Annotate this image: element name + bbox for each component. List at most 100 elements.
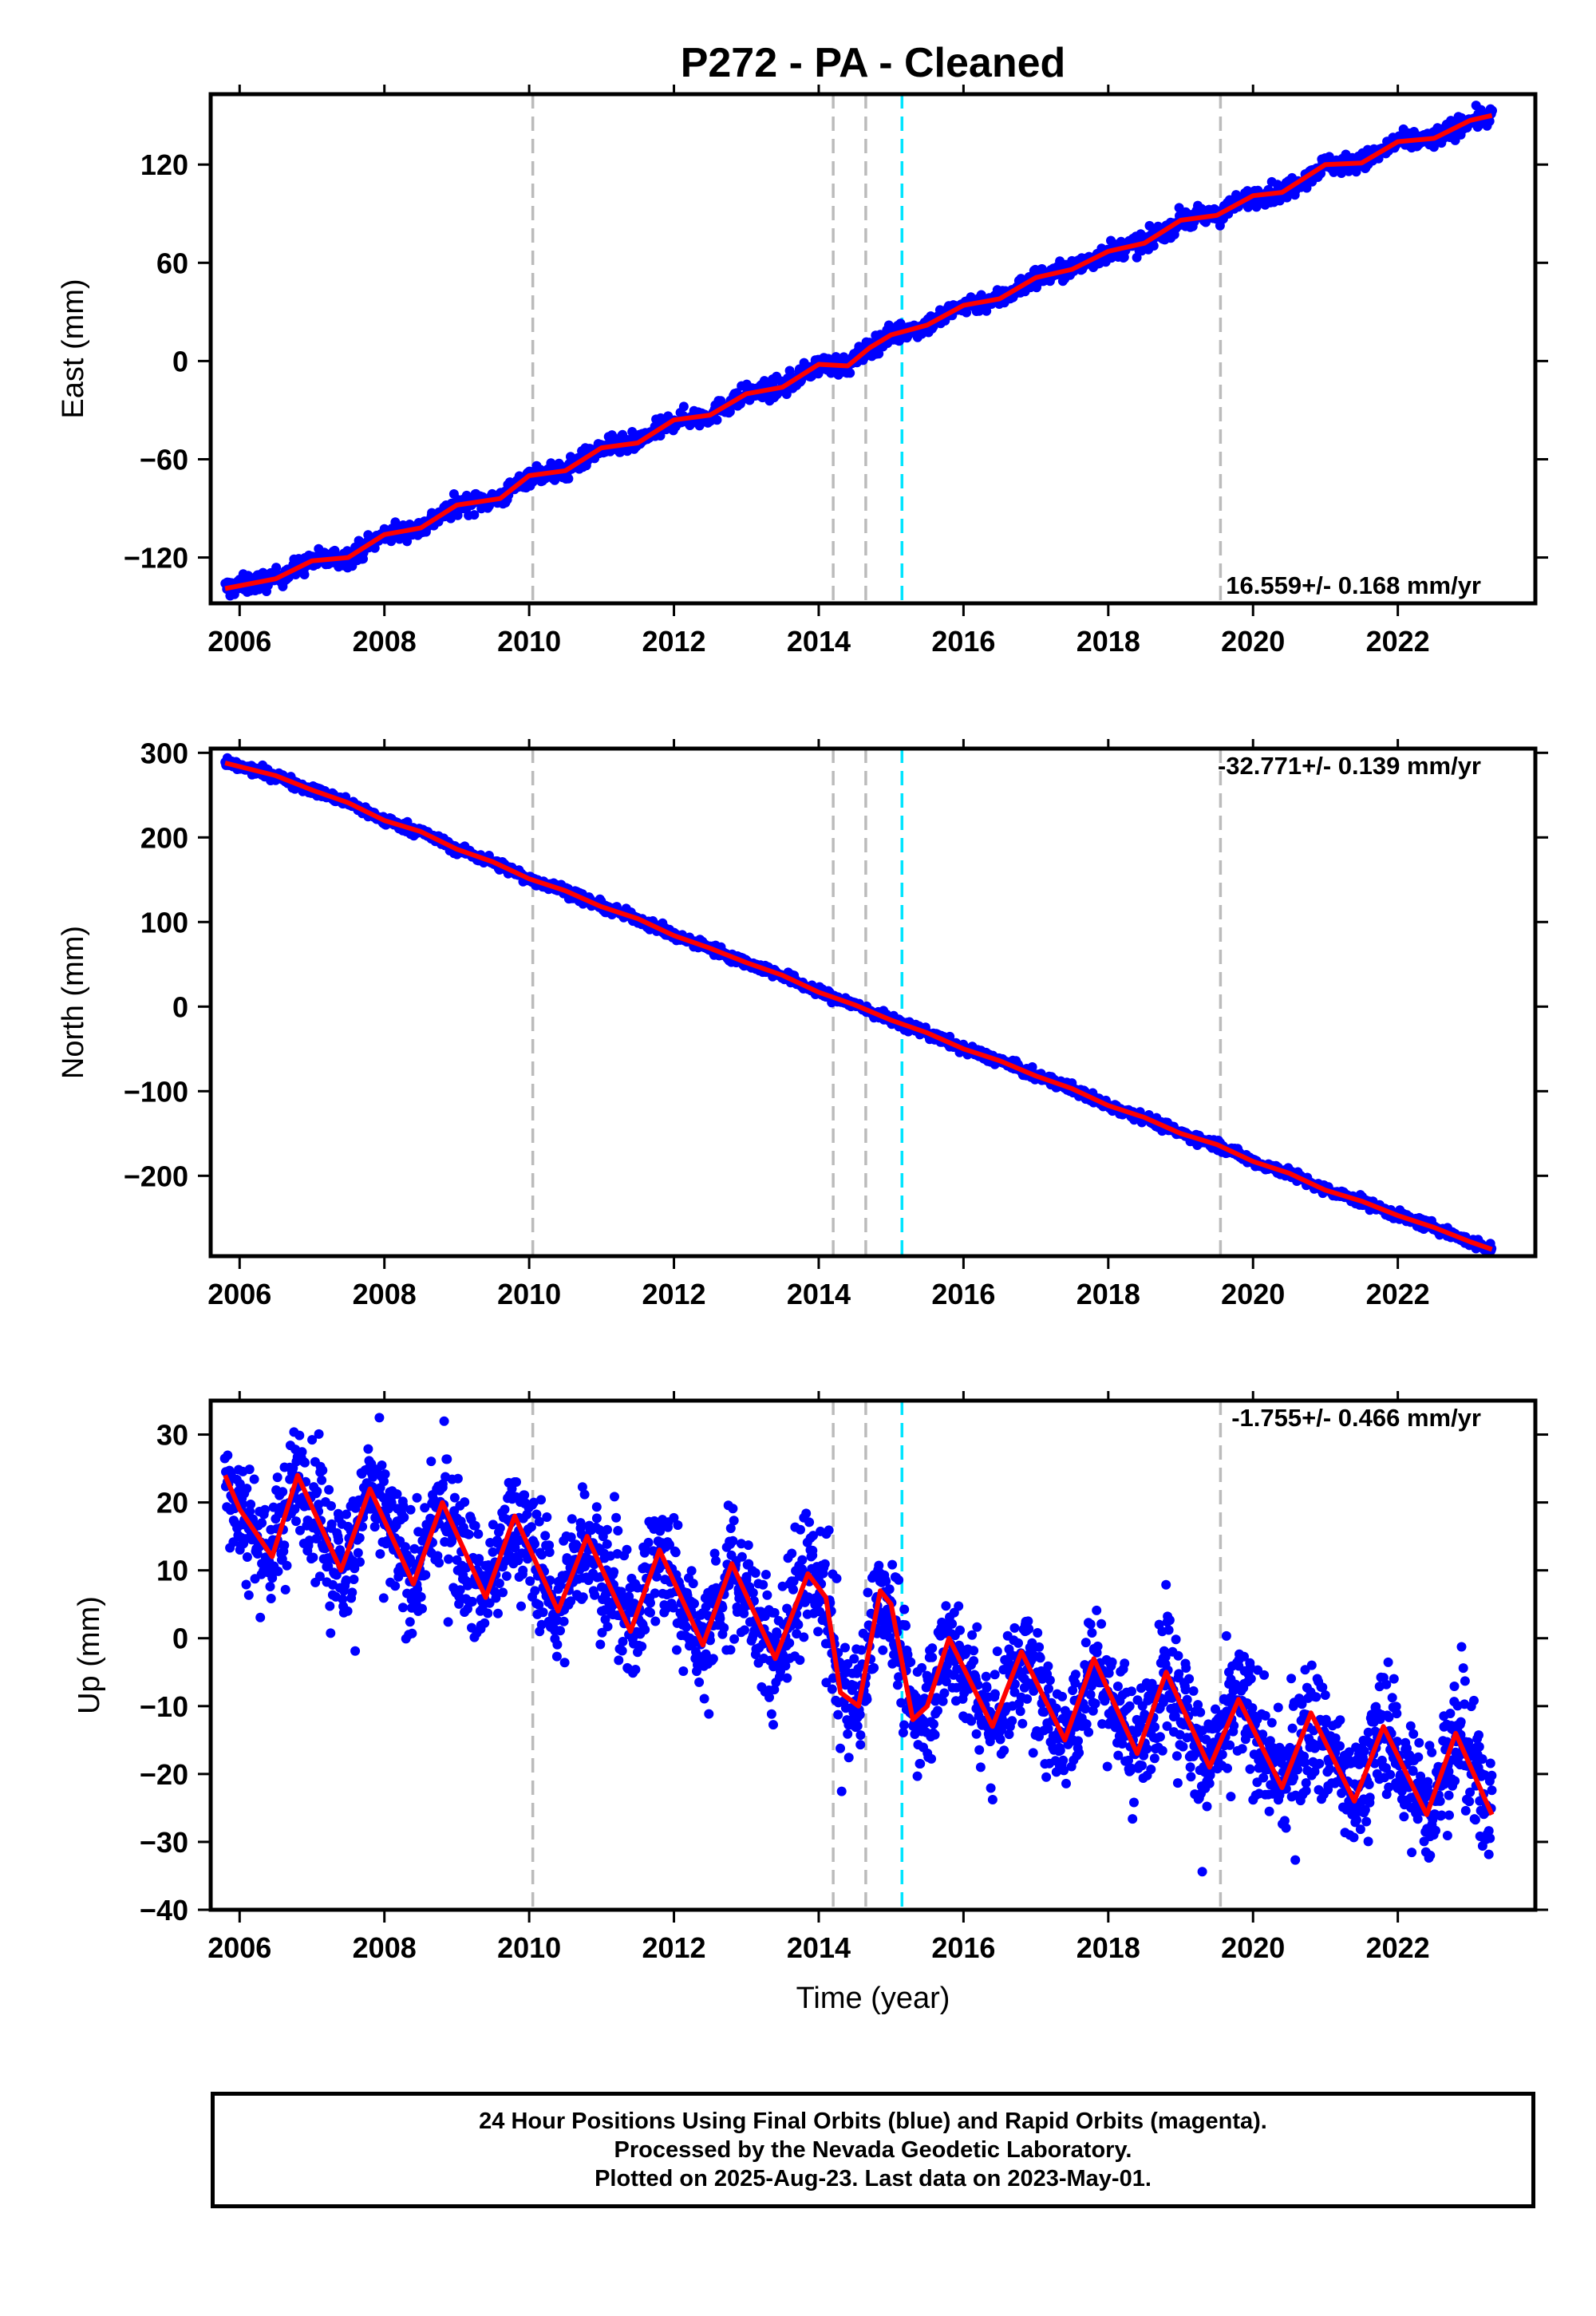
- up-data-point: [444, 1554, 454, 1564]
- up-data-point: [646, 1598, 655, 1608]
- up-data-point: [1022, 1694, 1033, 1704]
- up-data-point: [354, 1533, 365, 1543]
- up-data-point: [969, 1646, 979, 1656]
- east-data-point: [369, 543, 380, 553]
- east-rate-label: 16.559+/- 0.168 mm/yr: [1226, 571, 1481, 599]
- up-data-point: [495, 1523, 505, 1533]
- east-data-point: [781, 389, 792, 399]
- up-data-point: [536, 1495, 546, 1505]
- up-data-point: [243, 1590, 254, 1600]
- up-data-point: [981, 1671, 991, 1682]
- east-data-point: [550, 475, 560, 485]
- up-data-point: [855, 1740, 866, 1750]
- up-data-point: [990, 1689, 1000, 1699]
- up-data-point: [530, 1586, 540, 1596]
- up-data-point: [512, 1477, 521, 1487]
- up-data-point: [467, 1596, 477, 1607]
- up-data-point: [836, 1786, 847, 1796]
- up-data-point: [602, 1622, 613, 1632]
- east-y-tick-label: 0: [172, 345, 188, 377]
- up-data-point: [312, 1486, 322, 1496]
- up-data-point: [673, 1520, 683, 1530]
- east-x-tick-label: 2020: [1221, 625, 1285, 658]
- up-data-point: [670, 1547, 681, 1558]
- up-data-point: [375, 1549, 385, 1559]
- up-data-point: [334, 1535, 344, 1545]
- up-data-point: [646, 1607, 655, 1618]
- up-data-point: [480, 1618, 490, 1628]
- up-data-point: [242, 1552, 252, 1562]
- east-y-axis-label: East (mm): [57, 279, 90, 418]
- up-data-point: [933, 1705, 942, 1716]
- east-data-point: [678, 401, 689, 412]
- up-data-point: [743, 1540, 753, 1551]
- up-data-point: [324, 1484, 334, 1495]
- up-data-point: [1034, 1642, 1045, 1652]
- up-data-point: [711, 1555, 721, 1566]
- up-data-point: [974, 1745, 985, 1755]
- up-data-point: [972, 1622, 982, 1632]
- up-data-point: [622, 1544, 632, 1555]
- up-data-point: [992, 1646, 1002, 1657]
- north-x-tick-label: 2020: [1221, 1278, 1285, 1310]
- panel-north: 2006 2008 2010 2012 2014 2016 2018 2020 2022−200…: [57, 737, 1548, 1310]
- up-data-point: [863, 1587, 873, 1598]
- up-data-point: [784, 1638, 795, 1648]
- up-data-point: [1007, 1716, 1017, 1726]
- east-data-point: [1148, 241, 1159, 251]
- up-data-point: [542, 1512, 552, 1522]
- up-data-point: [439, 1416, 449, 1426]
- north-x-tick-label: 2012: [642, 1278, 705, 1310]
- up-data-point: [987, 1795, 998, 1804]
- up-data-point: [575, 1518, 586, 1528]
- up-data-point: [390, 1581, 401, 1591]
- up-data-point: [244, 1464, 255, 1475]
- up-data-point: [347, 1587, 358, 1598]
- up-data-point: [832, 1573, 842, 1583]
- up-data-point: [326, 1501, 336, 1511]
- up-data-point: [460, 1497, 470, 1508]
- up-data-point: [242, 1484, 252, 1494]
- up-data-point: [843, 1729, 853, 1739]
- up-data-point: [762, 1590, 772, 1600]
- up-data-point: [498, 1587, 508, 1598]
- up-data-point: [862, 1694, 872, 1705]
- up-data-point: [493, 1608, 503, 1618]
- up-data-point: [899, 1604, 910, 1614]
- up-data-point: [265, 1582, 275, 1591]
- up-data-point: [768, 1720, 778, 1730]
- up-data-point: [405, 1504, 416, 1515]
- up-data-point: [938, 1696, 948, 1706]
- north-x-tick-label: 2008: [353, 1278, 417, 1310]
- up-data-point: [975, 1762, 986, 1773]
- up-data-point: [255, 1612, 266, 1622]
- up-data-point: [855, 1709, 865, 1720]
- up-data-point: [892, 1680, 903, 1690]
- up-data-point: [856, 1645, 867, 1655]
- north-x-tick-label: 2006: [207, 1278, 271, 1310]
- east-y-tick-label: −60: [140, 443, 188, 476]
- up-data-point: [308, 1552, 318, 1563]
- up-data-point: [279, 1540, 290, 1551]
- up-data-point: [874, 1560, 884, 1571]
- up-data-point: [990, 1670, 1000, 1680]
- up-data-point: [399, 1512, 409, 1523]
- east-x-tick-label: 2006: [207, 625, 271, 658]
- up-data-point: [300, 1457, 310, 1468]
- panel-east: 2006 2008 2010 2012 2014 2016 2018 2020 2022−120…: [57, 85, 1548, 658]
- up-data-point: [516, 1601, 526, 1611]
- up-data-point: [967, 1630, 978, 1640]
- up-data-point: [637, 1642, 647, 1651]
- up-data-point: [704, 1709, 714, 1719]
- up-data-point: [325, 1601, 335, 1611]
- up-data-point: [363, 1444, 373, 1454]
- up-data-point: [559, 1658, 570, 1668]
- up-data-point: [760, 1570, 771, 1579]
- up-data-point: [643, 1537, 654, 1547]
- up-data-point: [1017, 1718, 1028, 1729]
- up-data-point: [894, 1575, 904, 1585]
- up-data-point: [442, 1454, 452, 1464]
- up-data-point: [272, 1472, 282, 1483]
- up-data-point: [280, 1584, 290, 1595]
- up-data-point: [699, 1694, 709, 1704]
